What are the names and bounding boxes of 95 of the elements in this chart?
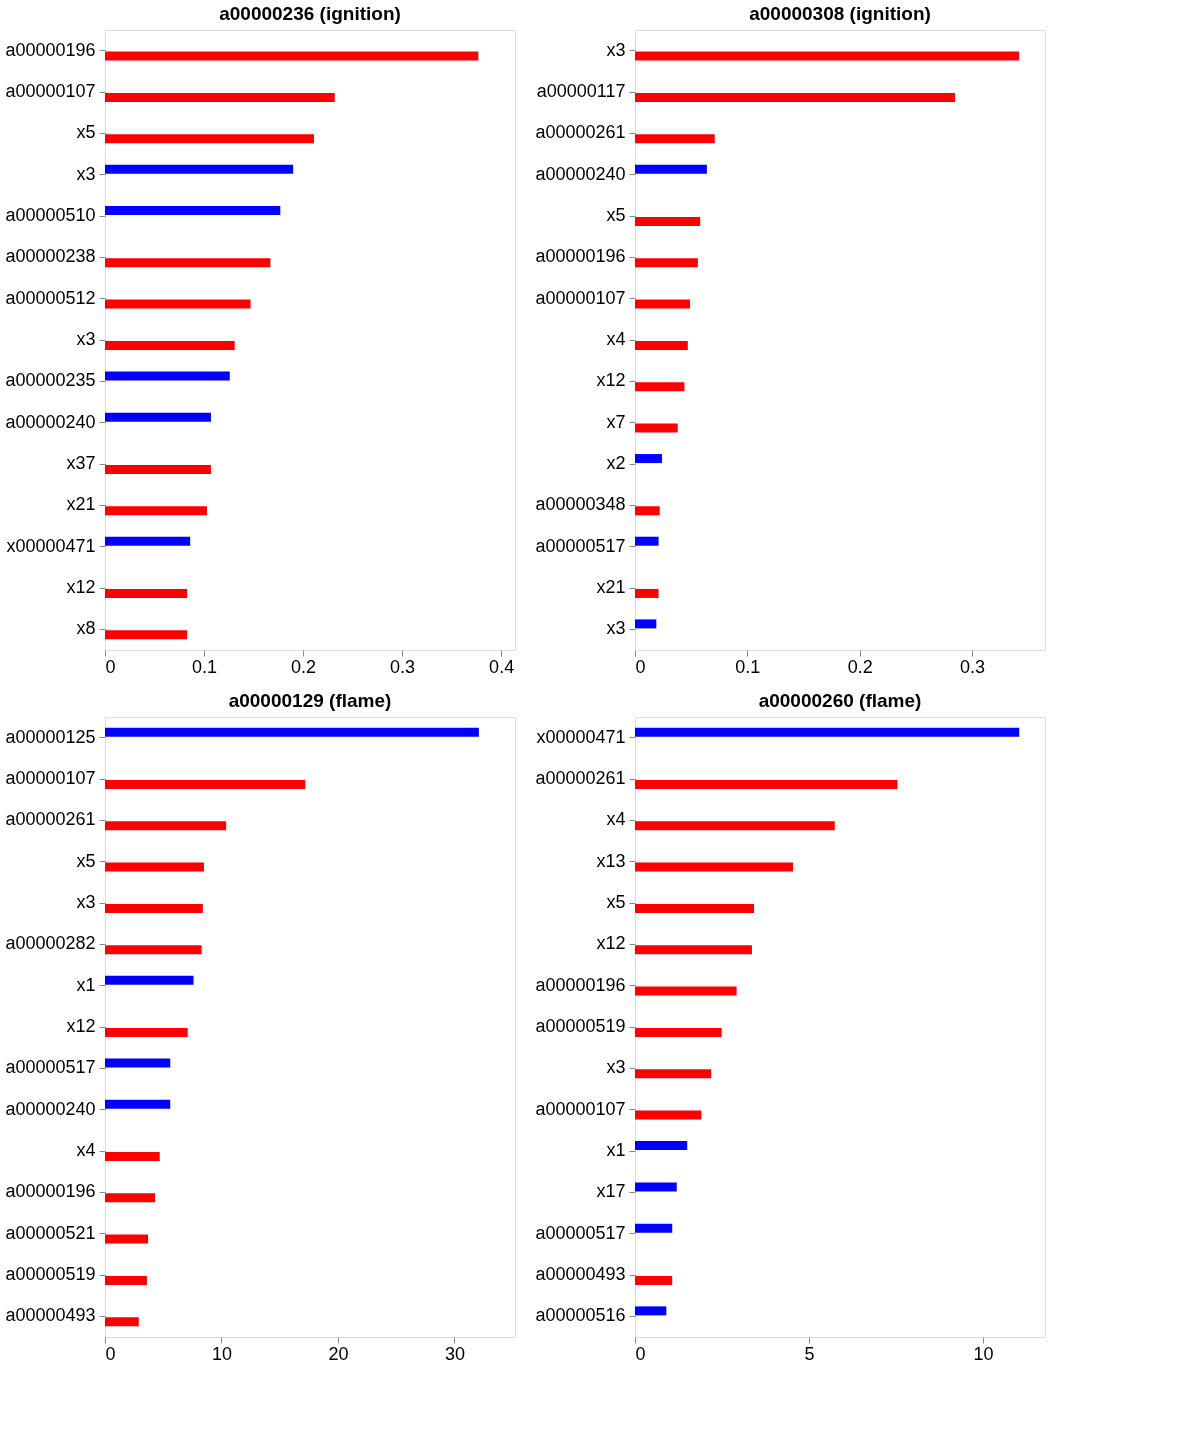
y-tick-label: a00000261 bbox=[535, 122, 626, 143]
y-tick-label: x3 bbox=[76, 329, 96, 349]
bar bbox=[105, 92, 335, 102]
y-tick-label: x8 bbox=[76, 618, 96, 639]
y-tick-label: a00000107 bbox=[535, 287, 626, 308]
y-tick-label: x5 bbox=[76, 850, 96, 871]
x-tick-label: 0 bbox=[635, 656, 646, 677]
y-tick-label: a00000519 bbox=[535, 1016, 626, 1036]
y-tick-label: x5 bbox=[76, 122, 96, 143]
y-tick-label: x21 bbox=[596, 577, 626, 597]
bar bbox=[105, 588, 188, 598]
y-tick-label: x3 bbox=[76, 892, 96, 912]
y-tick-label: x4 bbox=[606, 809, 626, 830]
bar bbox=[105, 206, 281, 216]
x-tick-label: 0.1 bbox=[735, 656, 761, 677]
x-tick-label: 0.3 bbox=[390, 656, 416, 677]
y-tick-label: x12 bbox=[66, 1016, 96, 1036]
y-tick-label: x17 bbox=[596, 1181, 626, 1202]
bar bbox=[105, 536, 191, 546]
y-tick-label: x4 bbox=[76, 1140, 96, 1160]
chart-title: a00000236 (ignition) bbox=[219, 3, 401, 24]
y-tick-label: x5 bbox=[606, 892, 626, 912]
bar bbox=[105, 51, 479, 61]
y-tick-label: x21 bbox=[66, 494, 96, 515]
bar bbox=[105, 258, 271, 268]
y-tick-label: a00000348 bbox=[535, 494, 626, 515]
bar bbox=[105, 134, 314, 144]
bar bbox=[105, 506, 207, 516]
y-tick-label: a00000238 bbox=[5, 246, 96, 267]
y-tick-label: x12 bbox=[596, 933, 626, 954]
y-tick-label: a00000196 bbox=[5, 39, 96, 60]
x-tick-label: 0 bbox=[105, 1343, 116, 1364]
y-tick-label: a00000261 bbox=[5, 809, 96, 830]
y-tick-label: a00000512 bbox=[5, 287, 96, 308]
y-tick-label: x1 bbox=[76, 974, 96, 995]
y-tick-label: a00000517 bbox=[535, 1222, 626, 1243]
y-tick-label: x3 bbox=[606, 618, 626, 639]
chart-title: a00000129 (flame) bbox=[228, 690, 392, 711]
y-tick-label: a00000196 bbox=[535, 246, 626, 267]
y-tick-label: a00000117 bbox=[536, 81, 626, 101]
y-tick-label: x3 bbox=[606, 39, 626, 60]
y-tick-label: a00000493 bbox=[535, 1264, 626, 1284]
x-tick-label: 0.2 bbox=[291, 656, 317, 677]
y-tick-label: a00000240 bbox=[5, 1098, 96, 1119]
y-tick-label: x00000471 bbox=[6, 535, 96, 556]
y-tick-label: a00000510 bbox=[5, 205, 96, 225]
y-tick-label: x00000471 bbox=[536, 726, 626, 747]
y-tick-label: x4 bbox=[606, 329, 626, 349]
x-tick-label: 0 bbox=[105, 656, 116, 677]
y-tick-label: x3 bbox=[606, 1057, 626, 1078]
y-tick-label: a00000517 bbox=[535, 535, 626, 556]
y-tick-label: x13 bbox=[596, 850, 626, 871]
bar bbox=[105, 464, 211, 474]
y-tick-label: a00000240 bbox=[535, 163, 626, 184]
y-tick-label: a00000107 bbox=[535, 1098, 626, 1119]
y-tick-label: a00000516 bbox=[535, 1305, 626, 1326]
y-tick-label: a00000493 bbox=[5, 1305, 96, 1326]
x-tick-label: 5 bbox=[804, 1343, 815, 1364]
y-tick-label: a00000107 bbox=[5, 768, 96, 788]
x-tick-label: 0 bbox=[635, 1343, 646, 1364]
chart-title: a00000308 (ignition) bbox=[749, 3, 931, 24]
y-tick-label: a00000282 bbox=[5, 933, 96, 954]
y-tick-label: x3 bbox=[76, 163, 96, 184]
x-tick-label: 20 bbox=[328, 1343, 349, 1364]
x-tick-label: 30 bbox=[444, 1343, 465, 1364]
bar bbox=[105, 340, 235, 350]
y-tick-label: a00000125 bbox=[5, 726, 96, 747]
y-tick-label: a00000240 bbox=[5, 411, 96, 432]
x-tick-label: 0.1 bbox=[192, 656, 218, 677]
bar bbox=[105, 299, 251, 309]
y-tick-label: x2 bbox=[606, 453, 626, 473]
y-tick-label: a00000521 bbox=[5, 1222, 96, 1243]
y-tick-label: a00000107 bbox=[5, 81, 96, 101]
bar bbox=[105, 164, 294, 174]
y-tick-label: x1 bbox=[606, 1140, 626, 1160]
x-tick-label: 0.2 bbox=[847, 656, 873, 677]
y-tick-label: x12 bbox=[66, 577, 96, 597]
y-tick-label: a00000519 bbox=[5, 1264, 96, 1284]
y-tick-label: a00000261 bbox=[535, 768, 626, 788]
y-tick-label: a00000196 bbox=[535, 974, 626, 995]
x-tick-label: 10 bbox=[973, 1343, 994, 1364]
x-tick-label: 0.4 bbox=[489, 656, 515, 677]
bar bbox=[105, 412, 211, 422]
x-tick-label: 0.3 bbox=[959, 656, 985, 677]
x-tick-label: 10 bbox=[211, 1343, 232, 1364]
y-tick-label: x12 bbox=[596, 370, 626, 391]
y-tick-label: x37 bbox=[66, 453, 96, 473]
y-tick-label: x5 bbox=[606, 205, 626, 225]
y-tick-label: a00000196 bbox=[5, 1181, 96, 1202]
chart-title: a00000260 (flame) bbox=[758, 690, 922, 711]
y-tick-label: x7 bbox=[606, 411, 626, 432]
bar bbox=[105, 371, 230, 381]
bar bbox=[105, 630, 188, 640]
y-tick-label: a00000517 bbox=[5, 1057, 96, 1078]
y-tick-label: a00000235 bbox=[5, 370, 96, 391]
